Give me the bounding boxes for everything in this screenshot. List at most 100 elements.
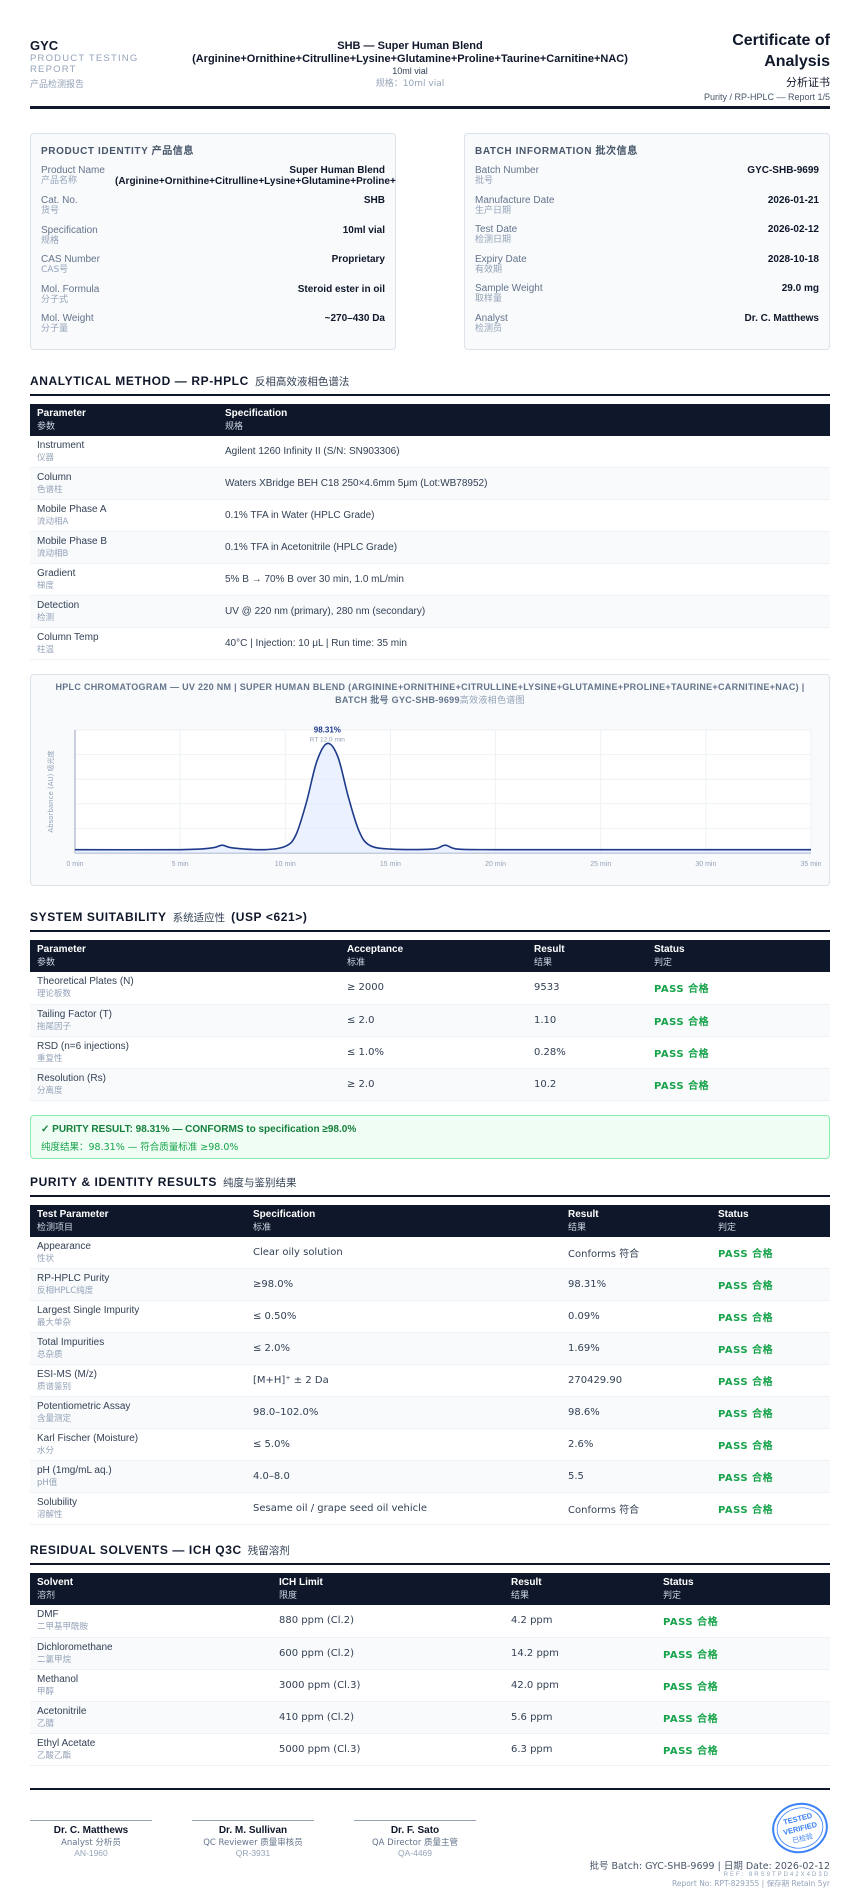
field-label: Manufacture Date (475, 194, 555, 206)
batch-info-card: BATCH INFORMATION 批次信息 Batch Number 批号 GYC… (464, 133, 830, 350)
suitability-section-title: SYSTEM SUITABILITY 系统适应性 (USP <621>) (30, 910, 830, 932)
field-label-zh: 产品名称 (41, 176, 78, 186)
status-cell: PASS 合格 (711, 1236, 830, 1269)
batch-info-row: Expiry Date 有效期 2028-10-18 (475, 254, 819, 284)
report-footer: 批号 Batch: GYC-SHB-9699 | 日期 Date: 2026-0… (590, 1858, 830, 1889)
product-identity-key: Mol. Formula 分子式 (41, 284, 99, 314)
result-cell: 98.6% (561, 1396, 711, 1429)
product-identity-row: Mol. Weight 分子量 ~270–430 Da (41, 313, 385, 343)
table-row: Ethyl Acetate 乙酸乙酯 5000 ppm (Cl.3) 6.3 ppm P… (30, 1733, 830, 1766)
table-row: pH (1mg/mL aq.) pH值 4.0–8.0 5.5 PASS 合格 (30, 1460, 830, 1493)
specification-cell: 3000 ppm (Cl.3) (272, 1669, 504, 1702)
brand-subtitle-zh: 产品检测报告 (30, 80, 85, 90)
chromatogram-title: HPLC CHROMATOGRAM — UV 220 NM | SUPER HU… (55, 682, 805, 706)
status-cell: PASS 合格 (711, 1300, 830, 1333)
field-label-zh: 取样量 (475, 294, 503, 304)
field-label: Mol. Formula (41, 283, 100, 295)
product-identity-title: PRODUCT IDENTITY 产品信息 (41, 146, 194, 157)
product-spec: 10ml vial (392, 66, 428, 76)
specification-cell: ≤ 2.0% (246, 1332, 561, 1365)
pass-badge: PASS 合格 (663, 1617, 719, 1629)
purity-result-line-zh: 纯度结果：98.31% — 符合质量标准 ≥98.0% (41, 1141, 239, 1153)
specification-cell: 4.0–8.0 (246, 1460, 561, 1493)
field-label: Analyst (475, 312, 508, 324)
table-row: Karl Fischer (Moisture) 水分 ≤ 5.0% 2.6% PASS … (30, 1428, 830, 1461)
field-label: Product Name (41, 165, 105, 176)
specification-cell: 40°C | Injection: 10 μL | Run time: 35 m… (218, 627, 830, 660)
result-cell: 6.3 ppm (504, 1733, 656, 1766)
field-label-zh: 货号 (41, 206, 60, 216)
pass-badge: PASS 合格 (718, 1281, 774, 1292)
product-identity-key: CAS Number CAS号 (41, 254, 100, 284)
coa-page: GYC PRODUCT TESTING REPORT 产品检测报告 SHB — … (30, 0, 830, 1900)
field-label-zh: 分子量 (41, 324, 69, 334)
plot-area (75, 730, 811, 853)
column-header: Solvent 溶剂 (30, 1573, 272, 1605)
purity-section-title: PURITY & IDENTITY RESULTS 纯度与鉴别结果 (30, 1175, 830, 1197)
chromatogram-chart: 0 min 5 min 10 min 15 min 20 min 25 min 30 min… (46, 725, 822, 868)
field-label-zh: 检测员 (475, 323, 503, 334)
parameter-cell: Largest Single Impurity 最大单杂 (30, 1300, 246, 1333)
method-table: Parameter 参数 Specification 规格 Instrument 仪器 A… (30, 403, 830, 660)
status-cell: PASS 合格 (656, 1669, 830, 1702)
column-header: Specification 规格 (218, 403, 830, 436)
result-cell: 2.6% (561, 1428, 711, 1461)
parameter-cell: Karl Fischer (Moisture) 水分 (30, 1428, 246, 1461)
parameter-cell: Column Temp 柱温 (30, 627, 218, 660)
result-cell: 1.10 (527, 1004, 647, 1037)
specification-cell: 0.1% TFA in Acetonitrile (HPLC Grade) (218, 531, 830, 564)
x-tick-label: 35 min (800, 861, 821, 868)
batch-info-value: 29.0 mg (781, 283, 819, 294)
field-label-zh: 规格 (41, 235, 60, 246)
x-tick-label: 15 min (380, 861, 401, 868)
x-tick-label: 25 min (590, 861, 611, 868)
table-row: Methanol 甲醇 3000 ppm (Cl.3) 42.0 ppm PASS 合格 (30, 1669, 830, 1702)
table-row: DMF 二甲基甲酰胺 880 ppm (Cl.2) 4.2 ppm PASS 合格 (30, 1605, 830, 1638)
parameter-cell: RP-HPLC Purity 反相HPLC纯度 (30, 1268, 246, 1301)
table-row: Appearance 性状 Clear oily solution Conforms … (30, 1236, 830, 1269)
pass-badge: PASS 合格 (718, 1441, 774, 1452)
batch-info-value: GYC-SHB-9699 (747, 165, 819, 176)
pass-badge: PASS 合格 (654, 1016, 710, 1028)
peak-purity-label: 98.31% (314, 725, 341, 734)
pass-badge: PASS 合格 (718, 1505, 774, 1516)
status-cell: PASS 合格 (656, 1733, 830, 1766)
status-cell: PASS 合格 (711, 1364, 830, 1397)
field-label: Specification (41, 224, 98, 236)
batch-info-key: Expiry Date 有效期 (475, 254, 527, 284)
column-header: Result 结果 (561, 1204, 711, 1237)
parameter-cell: Theoretical Plates (N) 理论板数 (30, 972, 340, 1005)
parameter-cell: Detection 检测 (30, 595, 218, 628)
parameter-cell: Methanol 甲醇 (30, 1669, 272, 1702)
certificate-subtitle: Purity / RP-HPLC — Report 1/5 (703, 92, 830, 102)
parameter-cell: DMF 二甲基甲酰胺 (30, 1605, 272, 1638)
specification-cell: Agilent 1260 Infinity II (S/N: SN903306) (218, 435, 830, 468)
product-identity-row: Mol. Formula 分子式 Steroid ester in oil (41, 284, 385, 314)
parameter-cell: Column 色谱柱 (30, 467, 218, 500)
parameter-cell: Solubility 溶解性 (30, 1492, 246, 1525)
pass-badge: PASS 合格 (718, 1409, 774, 1420)
parameter-cell: Resolution (Rs) 分离度 (30, 1068, 340, 1101)
batch-info-value: Dr. C. Matthews (744, 312, 819, 324)
signature-qc-reviewer: Dr. M. Sullivan QC Reviewer 质量审核员 QR-393… (192, 1819, 314, 1858)
chromatogram-trace (74, 742, 811, 851)
product-title: SHB — Super Human Blend (Arginine+Ornith… (192, 40, 628, 65)
result-cell: 0.28% (527, 1036, 647, 1069)
product-identity-value: Super Human Blend (Arginine+Ornithine+Ci… (115, 165, 396, 187)
column-header: Status 判定 (647, 940, 830, 972)
parameter-cell: Appearance 性状 (30, 1236, 246, 1269)
pass-badge: PASS 合格 (663, 1745, 719, 1757)
field-label-zh: 分子式 (41, 294, 69, 305)
column-header: ICH Limit 限度 (272, 1573, 504, 1605)
table-row: Potentiometric Assay 含量测定 98.0–102.0% 98.6%… (30, 1396, 830, 1429)
pass-badge: PASS 合格 (718, 1473, 774, 1484)
table-row: RP-HPLC Purity 反相HPLC纯度 ≥98.0% 98.31% PASS 合… (30, 1268, 830, 1301)
y-axis-label: Absorbance (AU) 吸光度 (46, 750, 55, 832)
x-tick-label: 5 min (172, 861, 189, 868)
info-cards: PRODUCT IDENTITY 产品信息 Product Name 产品名称 Su… (30, 133, 830, 350)
batch-info-key: Batch Number 批号 (475, 165, 539, 195)
specification-cell: UV @ 220 nm (primary), 280 nm (secondary… (218, 595, 830, 628)
product-identity-row: Cat. No. 货号 SHB (41, 195, 385, 225)
column-header: Status 判定 (656, 1573, 830, 1605)
status-cell: PASS 合格 (656, 1701, 830, 1734)
